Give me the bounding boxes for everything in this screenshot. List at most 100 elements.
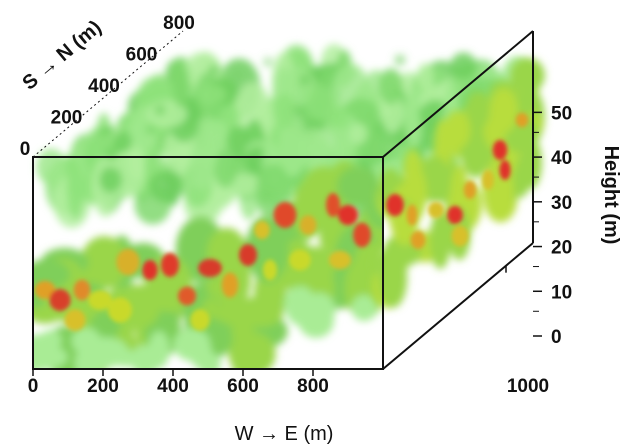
canopy-blob [378, 68, 403, 105]
canopy-blob [155, 105, 165, 115]
z-tick-label: 20 [551, 238, 572, 259]
canopy-front-face [33, 160, 383, 369]
hotspot [49, 289, 71, 311]
x-tick-label: 200 [87, 376, 119, 397]
hotspot [337, 204, 359, 226]
z-tick-label: 0 [551, 327, 562, 348]
canopy-blob [300, 75, 310, 85]
hotspot [410, 231, 426, 249]
front-blob [33, 337, 51, 365]
front-blob [82, 339, 105, 369]
bottom-right-depth-edge [382, 242, 534, 370]
hotspot [328, 250, 352, 270]
hotspot [262, 259, 278, 281]
canopy-blob [201, 123, 219, 172]
side-blob [444, 110, 471, 149]
canopy-blob [145, 100, 188, 128]
hotspot [353, 222, 371, 248]
hotspot [198, 258, 222, 278]
hotspot [289, 249, 311, 271]
front-blob [228, 331, 276, 369]
hotspot [221, 272, 239, 298]
top-right-depth-edge [382, 30, 534, 158]
y-tick-label: 0 [20, 139, 31, 160]
canopy-blob [99, 167, 122, 193]
hotspot [238, 244, 258, 266]
canopy-blob [36, 148, 67, 185]
z-tick-label: 40 [551, 148, 572, 169]
hotspot [64, 309, 86, 331]
side-blob [483, 106, 506, 150]
canopy-blob [300, 127, 329, 171]
hotspot [463, 181, 477, 199]
canopy-blob [199, 84, 226, 105]
canopy-blob [213, 148, 238, 188]
axis-ticks [32, 111, 542, 376]
hotspot [160, 252, 180, 278]
front-hotspots [34, 193, 371, 331]
side-hotspots [386, 112, 529, 249]
front-blob [80, 236, 128, 289]
hotspot [177, 286, 197, 306]
canopy-blob [278, 114, 308, 177]
canopy-blob [234, 71, 242, 79]
hotspot [492, 139, 508, 161]
side-blob [470, 91, 490, 129]
canopy-blob [273, 93, 296, 129]
y-tick-label: 800 [163, 13, 195, 34]
canopy-blob [148, 170, 184, 203]
y-tick-label: 200 [51, 108, 83, 129]
hotspot [142, 259, 158, 281]
hotspot [190, 309, 210, 331]
canopy-blob [305, 84, 335, 122]
x-tick-label: 400 [157, 376, 189, 397]
canopy-blob [209, 65, 219, 75]
y-tick-label: 400 [88, 76, 120, 97]
front-blob [336, 166, 379, 206]
hotspot [108, 297, 132, 323]
canopy-blob [406, 109, 423, 149]
side-blob [509, 173, 529, 198]
canopy-side-face [372, 57, 545, 309]
hotspot [499, 160, 511, 180]
hotspot [116, 248, 140, 276]
canopy-blob [226, 125, 251, 158]
hotspot [254, 220, 270, 240]
canopy-blob [113, 130, 132, 154]
side-blob [429, 210, 452, 269]
axis-tick-labels: 0 200 400 600 800 100002004006008000102030405… [20, 13, 572, 397]
canopy-volume [33, 43, 545, 369]
hotspot [34, 280, 56, 300]
box-frame [32, 30, 534, 370]
front-blob [351, 294, 377, 322]
x-tick-label: 600 [227, 376, 259, 397]
front-blob [236, 296, 284, 328]
hotspot [406, 204, 418, 226]
canopy-blob [264, 58, 272, 66]
side-blob [510, 57, 545, 94]
z-axis-title: Height (m) [600, 146, 620, 245]
hotspot [482, 170, 494, 190]
floating-blobs [146, 55, 405, 134]
z-tick-label: 30 [551, 193, 572, 214]
hotspot [427, 201, 445, 219]
front-face-frame [32, 156, 384, 370]
hotspot [386, 193, 404, 217]
x-tick-label: 800 [297, 376, 329, 397]
canopy-blob [66, 160, 85, 220]
canopy-blob [173, 63, 189, 107]
hotspot [447, 205, 463, 225]
canopy-blob [416, 63, 434, 90]
hotspot [273, 202, 297, 228]
y-tick-label: 600 [126, 45, 158, 66]
canopy-blob [360, 131, 399, 170]
canopy-blob [349, 123, 368, 145]
hotspot [515, 112, 529, 128]
side-blob [378, 247, 408, 308]
front-blob [284, 287, 309, 319]
canopy-blob [395, 55, 405, 65]
hotspot [451, 225, 469, 247]
hotspot [88, 290, 112, 310]
front-blob [189, 338, 213, 369]
